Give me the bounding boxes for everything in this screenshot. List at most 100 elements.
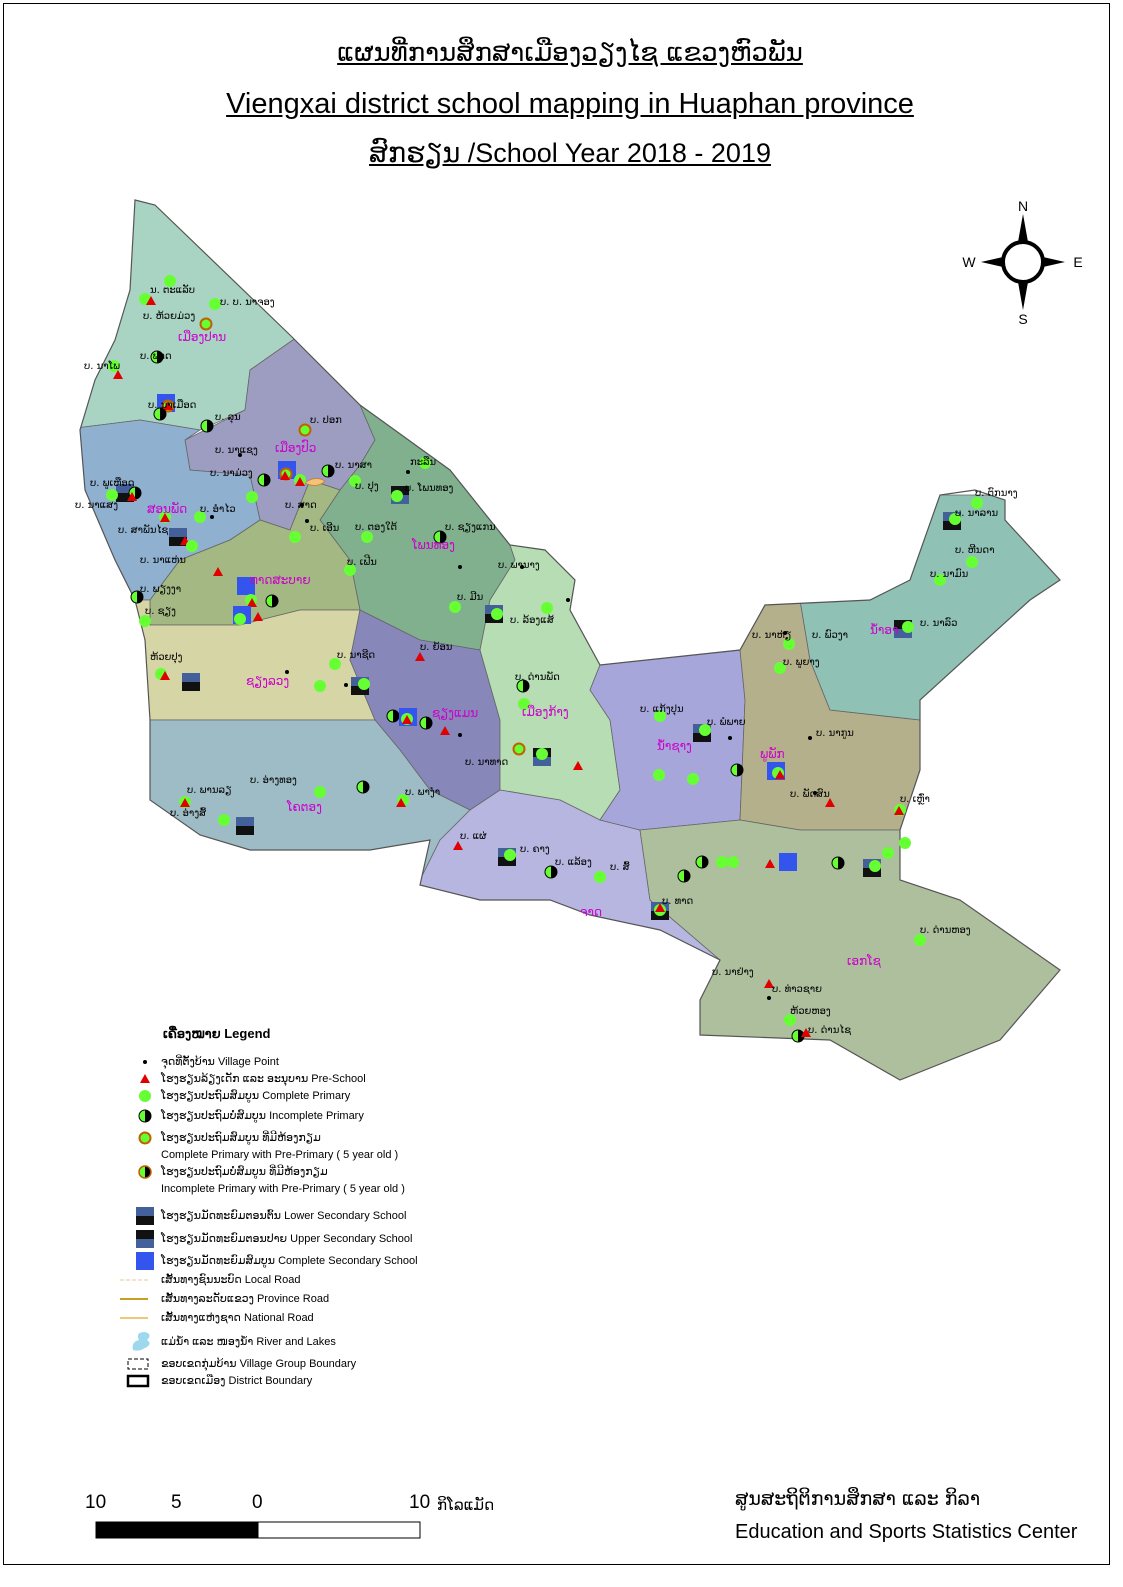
region-labels: ເມືອງປານເມືອງປົວສອນພັດໂພນທອງທາດສະບາຍຊຽງລ… — [147, 329, 898, 968]
complete-primary-icon — [419, 457, 431, 469]
village-label: ບ. ຍ້ອນ — [420, 641, 452, 653]
complete-primary-icon — [349, 475, 361, 487]
scale-label-10-right: 10 — [409, 1492, 431, 1513]
region-label: ຈາດ — [580, 905, 602, 919]
village-point-icon — [344, 683, 348, 687]
legend-label: ຈຸດທີ່ຕັ້ງບ້ານ Village Point — [161, 1056, 279, 1068]
village-point-icon — [305, 519, 309, 523]
pre-school-icon — [113, 370, 123, 379]
complete-primary-icon — [504, 849, 516, 861]
village-point-icon — [458, 733, 462, 737]
legend-item-pre-school: ໂຮງຮຽນລ້ຽງເດັກ ແລະ ອະນຸບານ Pre-School — [161, 1072, 366, 1085]
village-point-icon — [728, 736, 732, 740]
legend-item-district-boundary: ຂອບເຂດເມືອງ District Boundary — [161, 1374, 312, 1387]
incomplete-primary-icon — [544, 865, 558, 879]
complete-primary-icon — [518, 698, 530, 710]
map-frame — [3, 3, 1110, 1565]
incomplete-primary-icon — [730, 763, 744, 777]
legend-item-village-group-boundary: ຂອບເຂດກຸ່ມບ້ານ Village Group Boundary — [161, 1357, 356, 1370]
complete-primary-icon — [186, 540, 198, 552]
complete-primary-icon — [358, 678, 370, 690]
complete-primary-icon — [361, 531, 373, 543]
village-label: ບ. ຊຽງ — [145, 606, 176, 617]
complete-primary-icon — [491, 608, 503, 620]
legend-label: ໂຮງຮຽນມັດທະຍົມສົມບູນ Complete Secondary … — [161, 1255, 418, 1267]
complete-primary-icon — [536, 748, 548, 760]
village-label: ບ. ຫີນດາ — [955, 543, 994, 556]
legend-item-incomplete-primary: ໂຮງຮຽນປະຖົມບໍ່ສົມບູນ Incomplete Primary — [161, 1109, 364, 1122]
incomplete-primary-icon — [200, 419, 214, 433]
village-label: ບ. ອຳໄວ — [200, 502, 236, 515]
region-label: ເມືອງກ້າງ — [522, 704, 569, 719]
village-label: ບ. ນາທາດ — [465, 757, 508, 768]
scale-label-0: 0 — [252, 1492, 263, 1513]
legend-item-complete-secondary: ໂຮງຮຽນມັດທະຍົມສົມບູນ Complete Secondary … — [161, 1254, 418, 1267]
complete-primary-icon — [391, 490, 403, 502]
complete-primary-icon — [218, 814, 230, 826]
incomplete-primary-icon — [150, 350, 164, 364]
incomplete-primary-icon — [138, 1109, 152, 1123]
village-point-icon — [300, 503, 304, 507]
legend-label-2: Complete Primary with Pre-Primary ( 5 ye… — [161, 1149, 399, 1161]
complete-primary-icon — [971, 497, 983, 509]
pre-school-icon — [775, 770, 785, 779]
incomplete-primary-icon — [130, 590, 144, 604]
legend-label: ຂອບເຂດກຸ່ມບ້ານ Village Group Boundary — [161, 1358, 357, 1370]
region-label: ນ້ຳອາ — [870, 622, 898, 637]
incomplete-primary-icon — [356, 780, 370, 794]
complete-primary-icon — [314, 786, 326, 798]
village-label: ບ. ລຸນ — [215, 412, 241, 424]
village-label: ບ. ເຟີນ — [347, 554, 377, 568]
village-label: ບ. ນາລານ — [955, 508, 998, 519]
region-label: ເມືອງປານ — [178, 329, 226, 344]
incomplete-primary-icon — [433, 530, 447, 544]
lower-secondary-icon — [116, 484, 134, 502]
complete-primary-icon — [727, 856, 739, 868]
incomplete-primary-icon — [677, 869, 691, 883]
complete-secondary-icon — [136, 1252, 154, 1270]
incomplete-primary-icon — [831, 856, 845, 870]
pre-school-icon — [160, 671, 170, 680]
pre-school-icon — [180, 798, 190, 807]
village-label: ບ. ພານາງ — [498, 560, 540, 571]
complete-primary-icon — [164, 275, 176, 287]
legend-label: ເສັ້ນທາງຊົນນະບົດ Local Road — [161, 1274, 301, 1286]
lake-shape — [304, 478, 326, 486]
village-label: ບ. ພານລຽ — [187, 785, 232, 796]
village-label: ບ. ນາກູນ — [816, 728, 854, 739]
village-label: ຫ້ວຍຫອງ — [790, 1005, 831, 1017]
pre-school-icon — [655, 903, 665, 912]
legend-item-complete-primary-pre: ໂຮງຮຽນປະຖົມສົມບູນ ທີ່ມີຫ້ອງກຽມ — [161, 1131, 321, 1144]
village-label: ບ. ນາຫ່ຽ — [752, 629, 792, 641]
pre-school-icon — [280, 471, 290, 480]
complete-primary-icon — [774, 662, 786, 674]
compass-n: N — [1018, 198, 1028, 214]
village-label: ບ. ຫ້ວຍມ່ວງ — [143, 310, 195, 322]
village-label: ບ. ດ່ານພັດ — [515, 670, 560, 683]
region-label: ຊຽງລວງ — [246, 674, 289, 688]
complete-primary-icon — [784, 1014, 796, 1026]
pre-school-icon — [247, 598, 257, 607]
school-markers — [106, 275, 983, 1043]
complete-primary-icon — [654, 710, 666, 722]
pre-school-icon — [127, 492, 137, 501]
complete-primary-icon — [949, 513, 961, 525]
legend-label: ໂຮງຮຽນປະຖົມສົມບູນ ທີ່ມີຫ້ອງກຽມ — [161, 1132, 321, 1144]
village-label: ບ. ນາເມືອດ — [148, 398, 196, 411]
village-label: ບ. ລ້ອງແສ້ — [510, 614, 554, 626]
pre-school-icon — [801, 1028, 811, 1037]
village-label: ບ. ນາໂພ — [84, 359, 120, 372]
pre-school-icon — [160, 513, 170, 522]
legend-label: ໂຮງຮຽນມັດທະຍົມຕອນປາຍ Upper Secondary Sch… — [161, 1233, 413, 1245]
village-label: ບ. ພົວງາ — [812, 628, 848, 641]
incomplete-primary-icon — [516, 679, 530, 693]
village-point-icon — [813, 791, 817, 795]
scale-bar — [95, 1521, 421, 1539]
village-point-icon — [520, 565, 524, 569]
legend-item-incomplete-primary-pre: ໂຮງຮຽນປະຖົມບໍ່ສົມບູນ ທີ່ມີຫ້ອງກຽມ — [161, 1165, 328, 1178]
village-label: ບ. ອ່າງສົ້ — [170, 806, 206, 819]
village-label: ບ. ພູຍາງ — [783, 657, 820, 668]
incomplete-primary-icon — [321, 464, 335, 478]
complete-primary-icon — [869, 860, 881, 872]
pre-school-icon — [765, 859, 775, 868]
